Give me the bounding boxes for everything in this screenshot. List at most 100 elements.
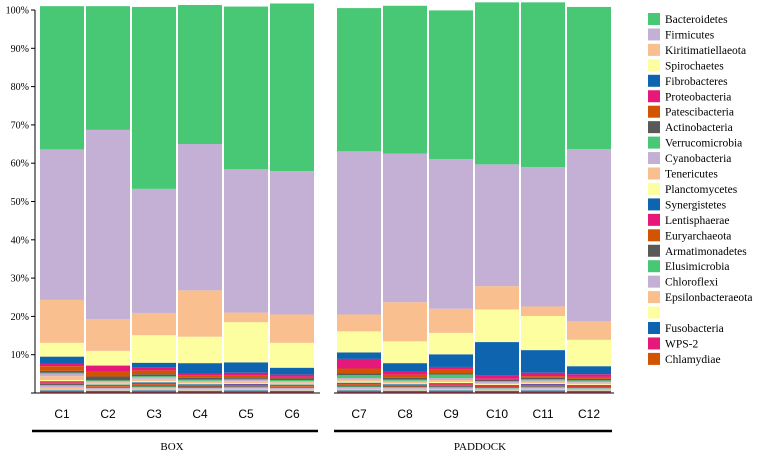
bar-segment-fibrobacteres-c7 [337,352,381,359]
legend-item-wps-2: WPS-2 [648,337,698,350]
legend-label: Patescibacteria [665,107,734,119]
bar-segment-firmicutes-c11 [521,167,565,307]
group-label-paddock: PADDOCK [454,441,506,453]
bar-stack-c1 [40,6,84,393]
bar-segment-kiritimatiellaeota-c1 [40,299,84,343]
bar-segment-patescibacteria-c4 [178,375,222,378]
bar-stack-c8 [383,5,427,393]
bar-segment-kiritimatiellaeota-c5 [224,312,268,323]
bar-segment-euryarchaeota-c10 [475,386,519,388]
bar-segment-elusimicrobia-c1 [40,384,84,386]
bar-segment-chloroflexi-c8 [383,387,427,389]
bar-segment-fusobacteria-c10 [475,390,519,392]
bar-segment-armatimonadetes-c2 [86,386,130,388]
bar-segment-proteobacteria-c12 [567,374,611,377]
bar-segment-synergistetes-c5 [224,383,268,385]
bar-segment-armatimonadetes-c9 [429,385,473,387]
bar-segment-actinobacteria-c8 [383,377,427,380]
bar-segment-planctomycetes-c2 [86,383,130,385]
bar-segment-cyanobacteria-c2 [86,381,130,383]
bar-stack-c12 [567,6,611,393]
legend-item-cyanobacteria: Cyanobacteria [648,152,731,165]
bar-segment-planctomycetes-c12 [567,384,611,385]
legend-swatch [648,291,660,304]
bar-segment-armatimonadetes-c12 [567,387,611,389]
bar-segment-elusimicrobia-c5 [224,386,268,388]
bar-segment-firmicutes-c2 [86,129,130,320]
bar-segment-patescibacteria-c6 [270,376,314,379]
bar-segment-fusobacteria-c11 [521,390,565,392]
bar-segment-proteobacteria-c1 [40,363,84,367]
bar-segment-euryarchaeota-c4 [178,385,222,387]
legend-label: Fibrobacteres [665,76,728,88]
legend-item-fibrobacteres: Fibrobacteres [648,74,728,88]
bar-segment-bacteroidetes-c4 [178,5,222,145]
legend-label: Euryarchaeota [665,230,731,242]
bar-segment-planctomycetes-c8 [383,383,427,385]
bar-segment-verrucomicrobia-c8 [383,379,427,381]
legend-item-epsilonbacteraeota: Epsilonbacteraeota [648,291,753,304]
bar-segment-bacteroidetes-c7 [337,8,381,152]
legend-item-chloroflexi: Chloroflexi [648,275,718,289]
bar-segment-armatimonadetes-c7 [337,385,381,387]
bar-segment-armatimonadetes-c3 [132,385,176,387]
bar-segment-actinobacteria-c4 [178,377,222,380]
bar-segment-bacteroidetes-c5 [224,6,268,170]
bar-segment-fibrobacteres-c12 [567,366,611,375]
bar-segment-epsilonbacteraeota-c1 [40,387,84,390]
bar-segment-firmicutes-c6 [270,171,314,315]
bar-segment-lentisphaerae-c9 [429,383,473,385]
bar-segment-actinobacteria-c5 [224,377,268,379]
bar-segment-proteobacteria-c8 [383,371,427,375]
bar-segment-euryarchaeota-c2 [86,386,130,387]
bar-segment-patescibacteria-c8 [383,374,427,378]
bar-segment-epsilonbacteraeota-c8 [383,388,427,391]
bar-segment-epsilonbacteraeota-c12 [567,389,611,391]
bar-segment-tenericutes-c12 [567,382,611,385]
bar-segment-tenericutes-c7 [337,379,381,382]
bar-segment-bacteroidetes-c3 [132,6,176,189]
legend-swatch [648,105,660,118]
bar-stack-c4 [178,5,222,393]
bar-segment-tenericutes-c10 [475,383,519,385]
bar-segment-kiritimatiellaeota-c10 [475,286,519,310]
bar-segment-firmicutes-c4 [178,144,222,291]
bar-segment-synergistetes-c9 [429,383,473,384]
legend-swatch [648,260,660,273]
bar-segment-fibrobacteres-c4 [178,363,222,374]
y-tick-label: 10% [11,350,29,361]
y-tick-label: 40% [11,235,29,246]
bar-segment-synergistetes-c6 [270,384,314,386]
bar-segment-firmicutes-c12 [567,149,611,321]
bar-segment-cyanobacteria-c12 [567,381,611,383]
bar-segment-lentisphaerae-c10 [475,385,519,387]
bar-segment-firmicutes-c3 [132,188,176,313]
x-tick-label-c1: C1 [54,407,70,421]
bar-segment-kiritimatiellaeota-c7 [337,314,381,332]
bar-segment-verrucomicrobia-c12 [567,380,611,382]
bar-segment-fusobacteria-c9 [429,390,473,392]
bar-segment-planctomycetes-c7 [337,381,381,383]
x-tick-label-c11: C11 [532,407,553,421]
bar-segment-kiritimatiellaeota-c11 [521,306,565,317]
bar-segment-synergistetes-c1 [40,381,84,382]
bar-segment-spirochaetes-c1 [40,342,84,357]
bar-segment-fibrobacteres-c3 [132,362,176,368]
legend-swatch [648,229,660,242]
bar-segment-actinobacteria-c3 [132,374,176,377]
bar-segment-patescibacteria-c2 [86,371,130,377]
bar-segment-actinobacteria-c10 [475,379,519,382]
legend-swatch [648,182,660,195]
legend-item-euryarchaeota: Euryarchaeota [648,229,731,242]
legend-label: Actinobacteria [665,122,733,134]
x-tick-label-c8: C8 [397,407,413,421]
bar-segment-proteobacteria-c11 [521,372,565,377]
bar-segment-bacteroidetes-c6 [270,3,314,172]
bar-segment-lentisphaerae-c4 [178,384,222,386]
bar-segment-kiritimatiellaeota-c3 [132,312,176,336]
bar-segment-proteobacteria-c7 [337,358,381,369]
bar-segment-tenericutes-c3 [132,378,176,382]
bar-segment-firmicutes-c7 [337,151,381,315]
legend-swatch [648,136,660,149]
